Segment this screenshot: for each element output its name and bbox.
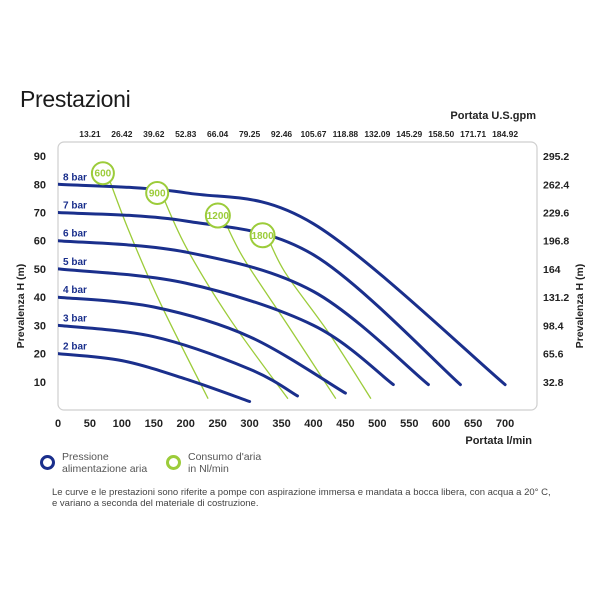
air-label-1200: 1200 — [207, 211, 230, 222]
pressure-label-3-bar: 3 bar — [63, 313, 87, 324]
right-tick-label: 131.2 — [543, 292, 569, 304]
top-tick-label: 171.71 — [460, 129, 486, 139]
x-tick-label: 400 — [304, 418, 322, 430]
footnote-line2: e variano a seconda del materiale di cos… — [52, 498, 259, 509]
legend-air: Consumo d'aria in Nl/min — [166, 451, 262, 475]
y-axis-label-right: Prevalenza H (m) — [574, 264, 586, 349]
pressure-label-6-bar: 6 bar — [63, 229, 87, 240]
pressure-curve-8-bar — [58, 182, 507, 387]
top-tick-label: 13.21 — [79, 129, 101, 139]
right-tick-label: 262.4 — [543, 179, 569, 191]
x-axis-label: Portata l/min — [465, 435, 532, 447]
x-tick-label: 100 — [113, 418, 131, 430]
pressure-label-5-bar: 5 bar — [63, 257, 87, 268]
air-badge-1800 — [249, 222, 276, 249]
right-tick-label: 229.6 — [543, 208, 569, 220]
footnote: Le curve e le prestazioni sono riferite … — [52, 487, 592, 509]
green-ring-icon — [166, 455, 181, 470]
pressure-curve-4-bar — [58, 295, 347, 395]
top-tick-label: 158.50 — [428, 129, 454, 139]
y-tick-label: 20 — [34, 349, 46, 361]
pressure-curve-3-bar — [58, 323, 299, 398]
x-tick-label: 0 — [55, 418, 61, 430]
y-tick-label: 60 — [34, 236, 46, 248]
pressure-label-2-bar: 2 bar — [63, 342, 87, 353]
pressure-label-8-bar: 8 bar — [63, 172, 87, 183]
air-label-1800: 1800 — [251, 231, 274, 242]
y-tick-label: 80 — [34, 179, 46, 191]
pressure-curve-5-bar — [58, 267, 395, 387]
pressure-curve-6-bar — [58, 239, 430, 387]
blue-ring-icon — [40, 455, 55, 470]
air-label-600: 600 — [95, 169, 112, 180]
top-tick-label: 79.25 — [239, 129, 261, 139]
top-tick-label: 52.83 — [175, 129, 197, 139]
top-tick-label: 145.29 — [396, 129, 422, 139]
x-tick-label: 650 — [464, 418, 482, 430]
x-tick-label: 300 — [240, 418, 258, 430]
top-tick-label: 105.67 — [300, 129, 326, 139]
pressure-label-7-bar: 7 bar — [63, 201, 87, 212]
legend-air-line2: in Nl/min — [188, 462, 229, 475]
legend-pressure-line2: alimentazione aria — [62, 462, 148, 475]
x-tick-label: 50 — [84, 418, 96, 430]
right-tick-label: 98.4 — [543, 320, 564, 332]
top-tick-label: 132.09 — [364, 129, 390, 139]
footnote-line1: Le curve e le prestazioni sono riferite … — [52, 487, 551, 498]
y-tick-label: 90 — [34, 151, 46, 163]
y-tick-label: 50 — [34, 264, 46, 276]
x-tick-label: 450 — [336, 418, 354, 430]
top-tick-label: 184.92 — [492, 129, 518, 139]
y-tick-label: 70 — [34, 208, 46, 220]
pressure-curve-2-bar — [58, 352, 252, 403]
right-tick-label: 164 — [543, 264, 561, 276]
right-tick-label: 196.8 — [543, 236, 569, 248]
x-tick-label: 350 — [272, 418, 290, 430]
x-tick-label: 150 — [145, 418, 163, 430]
air-badge-1200 — [204, 202, 231, 229]
air-badge-600 — [90, 161, 115, 186]
top-tick-label: 66.04 — [207, 129, 229, 139]
top-tick-label: 118.88 — [333, 129, 359, 139]
top-axis-label: Portata U.S.gpm — [450, 110, 536, 122]
right-tick-label: 295.2 — [543, 151, 569, 163]
y-tick-label: 10 — [34, 377, 46, 389]
x-tick-label: 500 — [368, 418, 386, 430]
page-title: Prestazioni — [20, 86, 131, 112]
legend-air-line1: Consumo d'aria — [188, 451, 262, 463]
legend-pressure-line1: Pressione — [62, 451, 109, 463]
legend-pressure: Pressione alimentazione aria — [40, 451, 148, 475]
right-tick-label: 65.6 — [543, 349, 564, 361]
top-tick-label: 92.46 — [271, 129, 293, 139]
top-tick-label: 39.62 — [143, 129, 165, 139]
air-curve-1800 — [265, 232, 372, 400]
air-curve-1200 — [220, 212, 337, 400]
x-tick-label: 550 — [400, 418, 418, 430]
air-badge-900 — [145, 180, 170, 205]
right-tick-label: 32.8 — [543, 377, 564, 389]
y-tick-label: 40 — [34, 292, 46, 304]
air-label-900: 900 — [149, 188, 166, 199]
x-tick-label: 700 — [496, 418, 514, 430]
y-axis-label: Prevalenza H (m) — [15, 264, 27, 349]
top-tick-label: 26.42 — [111, 129, 133, 139]
x-tick-label: 250 — [208, 418, 226, 430]
x-tick-label: 600 — [432, 418, 450, 430]
pressure-label-4-bar: 4 bar — [63, 285, 87, 296]
x-tick-label: 200 — [177, 418, 195, 430]
y-tick-label: 30 — [34, 320, 46, 332]
